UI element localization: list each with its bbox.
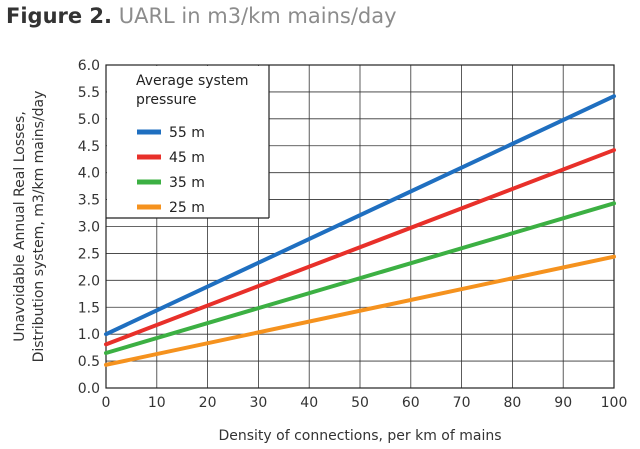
- y-tick-label: 1.0: [78, 327, 100, 343]
- y-axis-label-line: Distribution system, m3/km mains/day: [31, 91, 47, 363]
- series-line: [104, 254, 616, 367]
- y-axis-label: Unavoidable Annual Real Losses, Distribut…: [12, 91, 47, 363]
- series-line: [104, 201, 616, 356]
- x-axis-ticks: 0 10 20 30 40 50 60 70 80 90 100: [102, 395, 628, 411]
- series-line: [104, 94, 616, 337]
- series-lines: [104, 94, 616, 367]
- legend: Average system pressure 55 m 45 m 35 m 25 m: [106, 65, 270, 219]
- x-tick-label: 90: [554, 395, 572, 411]
- legend-entry-label: 25 m: [169, 200, 205, 216]
- y-tick-label: 0.0: [78, 381, 100, 397]
- y-tick-label: 2.5: [78, 246, 100, 262]
- legend-title-line: Average system: [136, 73, 249, 89]
- legend-entry-label: 45 m: [169, 150, 205, 166]
- figure-title-text: UARL in m3/km mains/day: [118, 4, 397, 28]
- y-tick-label: 3.0: [78, 220, 100, 236]
- x-tick-label: 40: [300, 395, 318, 411]
- x-tick-label: 20: [199, 395, 217, 411]
- legend-entry-label: 55 m: [169, 125, 205, 141]
- y-tick-label: 4.5: [78, 139, 100, 155]
- y-tick-label: 6.0: [78, 58, 100, 74]
- figure-title: Figure 2. UARL in m3/km mains/day: [6, 4, 397, 28]
- x-axis-label: Density of connections, per km of mains: [218, 428, 501, 444]
- x-tick-label: 30: [249, 395, 267, 411]
- legend-entry-label: 35 m: [169, 175, 205, 191]
- x-tick-label: 100: [601, 395, 628, 411]
- x-tick-label: 80: [503, 395, 521, 411]
- y-tick-label: 5.5: [78, 85, 100, 101]
- y-axis-label-line: Unavoidable Annual Real Losses,: [12, 111, 28, 342]
- y-axis-ticks: 0.0 0.5 1.0 1.5 2.0 2.5 3.0 3.5 4.0 4.5 5.0 5.5 6.0: [78, 58, 100, 397]
- x-tick-label: 60: [402, 395, 420, 411]
- series-line: [104, 148, 616, 347]
- y-tick-label: 3.5: [78, 193, 100, 209]
- x-tick-label: 10: [148, 395, 166, 411]
- y-tick-label: 4.0: [78, 166, 100, 182]
- legend-title-line: pressure: [136, 92, 196, 108]
- x-tick-label: 70: [453, 395, 471, 411]
- y-tick-label: 5.0: [78, 112, 100, 128]
- x-tick-label: 50: [351, 395, 369, 411]
- y-tick-label: 2.0: [78, 273, 100, 289]
- x-tick-label: 0: [102, 395, 111, 411]
- plot-area-frame: [105, 64, 615, 389]
- legend-box: [107, 66, 269, 218]
- y-tick-label: 0.5: [78, 354, 100, 370]
- y-tick-label: 1.5: [78, 300, 100, 316]
- figure-label: Figure 2.: [6, 4, 113, 28]
